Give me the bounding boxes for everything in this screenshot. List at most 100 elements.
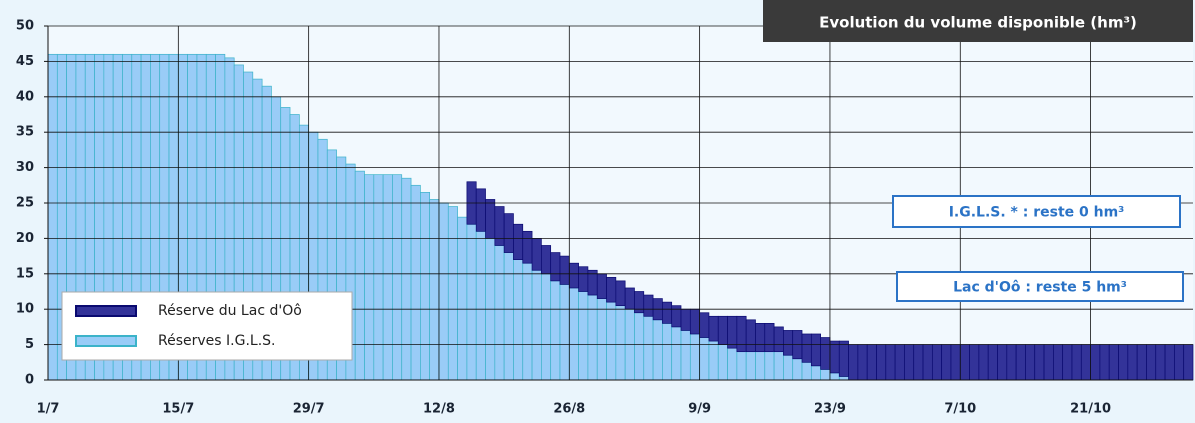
bar-segment [755, 323, 766, 353]
bar-segment [680, 308, 691, 331]
bar-segment [810, 333, 821, 367]
x-tick-label: 12/8 [423, 402, 455, 417]
bar-segment [680, 330, 691, 381]
legend-label: Réserve du Lac d'Oô [158, 303, 302, 319]
x-tick-label: 1/7 [37, 402, 60, 417]
bar-segment [643, 294, 654, 317]
bar-segment [438, 202, 449, 381]
bar-segment [503, 213, 514, 253]
bar-segment [429, 199, 440, 381]
bar-segment [1025, 344, 1036, 381]
y-tick-label: 20 [16, 231, 34, 246]
y-tick-label: 15 [16, 266, 34, 281]
bar-segment [475, 188, 486, 232]
bar-segment [764, 323, 775, 353]
bar-segment [550, 280, 561, 381]
bar-segment [894, 344, 905, 381]
annotation-box [896, 271, 1184, 302]
bar-segment [820, 369, 831, 381]
bar-segment [783, 354, 794, 381]
bar-segment [671, 326, 682, 381]
bar-segment [1108, 344, 1119, 381]
x-tick-label: 15/7 [162, 402, 194, 417]
bar-segment [1118, 344, 1129, 381]
bar-segment [922, 344, 933, 381]
bar-segment [717, 315, 728, 345]
bar-segment [578, 266, 589, 292]
bar-segment [838, 340, 849, 377]
bar-segment [373, 174, 384, 381]
bar-segment [475, 230, 486, 381]
annotation: I.G.L.S. * : reste 0 hm³ [949, 205, 1125, 221]
bar-segment [745, 319, 756, 353]
y-tick-label: 40 [16, 89, 34, 104]
bar-segment [1146, 344, 1157, 381]
bar-segment [885, 344, 896, 381]
bar-segment [727, 315, 738, 349]
bar-segment [931, 344, 943, 381]
x-tick-label: 21/10 [1070, 402, 1111, 417]
legend-label: Réserves I.G.L.S. [158, 333, 275, 349]
bar-segment [578, 291, 589, 381]
y-tick-label: 45 [16, 54, 34, 69]
bar-segment [764, 351, 775, 381]
bar-segment [1015, 344, 1026, 381]
x-tick-label: 9/9 [688, 402, 711, 417]
bar-segment [1127, 344, 1138, 381]
legend-swatch [75, 305, 137, 317]
bar-segment [755, 351, 766, 381]
bar-segment [513, 223, 524, 260]
bar-segment [382, 174, 393, 381]
bar-segment [662, 323, 673, 381]
bar-segment [699, 337, 710, 381]
bar-segment [1174, 344, 1185, 381]
bar-segment [410, 184, 421, 381]
bar-segment [541, 245, 552, 275]
y-tick-label: 10 [16, 302, 34, 317]
bar-segment [941, 344, 952, 381]
bar-segment [1034, 344, 1045, 381]
bar-segment [773, 326, 784, 353]
bar-segment [689, 333, 700, 381]
bar-segment [717, 344, 728, 381]
title-box [763, 0, 1193, 42]
bar-segment [1090, 344, 1101, 381]
bar-segment [801, 361, 812, 381]
bar-segment [848, 344, 859, 381]
bar-segment [606, 276, 617, 303]
bar-segment [624, 287, 635, 310]
bar-segment [513, 259, 524, 381]
bar-segment [522, 230, 533, 264]
bar-segment [959, 344, 970, 381]
bar-segment [550, 252, 561, 282]
bar-segment [531, 269, 542, 381]
bar-segment [699, 312, 710, 338]
bar-segment [1099, 344, 1110, 381]
bar-segment [559, 284, 570, 381]
bar-segment [708, 340, 719, 381]
legend-swatch [75, 335, 137, 347]
bar-segment [876, 344, 887, 381]
bar-segment [950, 344, 961, 381]
bar-segment [820, 337, 831, 370]
y-tick-label: 35 [16, 125, 34, 140]
bar-segment [773, 351, 784, 381]
bar-segment [587, 294, 598, 381]
bar-segment [634, 312, 645, 381]
bar-segment [736, 315, 747, 353]
bar-segment [801, 333, 812, 363]
bar-segment [447, 206, 458, 381]
bar-segment [987, 344, 998, 381]
bar-segment [792, 358, 803, 381]
bar-segment [838, 376, 849, 381]
bar-segment [904, 344, 915, 381]
bar-segment [47, 53, 58, 381]
bar-segment [708, 315, 719, 342]
bar-segment [559, 255, 570, 285]
bar-segment [997, 344, 1008, 381]
bar-segment [457, 216, 468, 381]
bar-segment [522, 262, 533, 381]
x-tick-label: 26/8 [553, 402, 585, 417]
bar-segment [1043, 344, 1054, 381]
